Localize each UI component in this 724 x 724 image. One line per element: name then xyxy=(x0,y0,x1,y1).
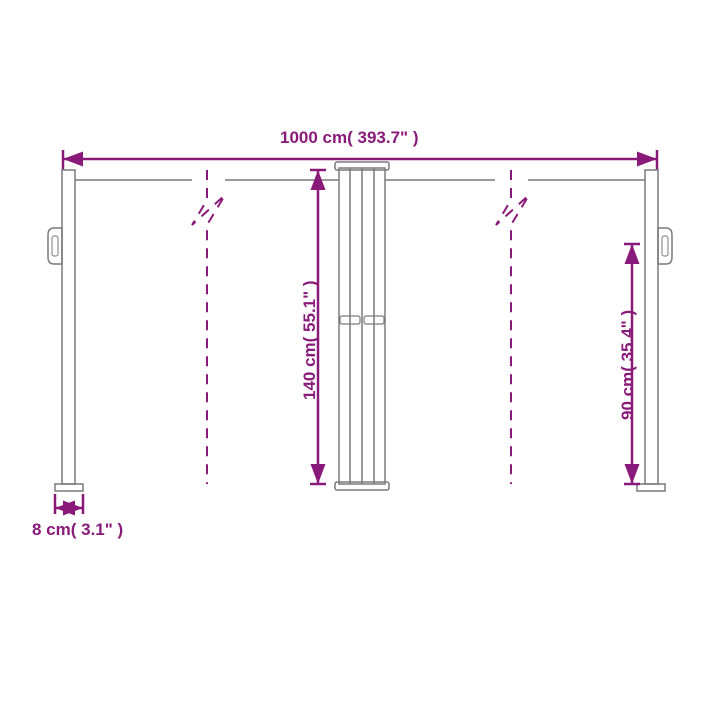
break-marks xyxy=(192,170,529,484)
dim-base-width xyxy=(55,494,83,514)
label-inner-height: 90 cm( 35.4" ) xyxy=(618,310,638,420)
label-width: 1000 cm( 393.7" ) xyxy=(280,128,418,148)
label-base-width: 8 cm( 3.1" ) xyxy=(32,520,123,540)
center-column xyxy=(335,162,389,490)
label-height: 140 cm( 55.1" ) xyxy=(300,280,320,400)
right-post xyxy=(637,170,672,491)
left-post xyxy=(48,170,83,491)
dimension-diagram xyxy=(0,0,724,724)
